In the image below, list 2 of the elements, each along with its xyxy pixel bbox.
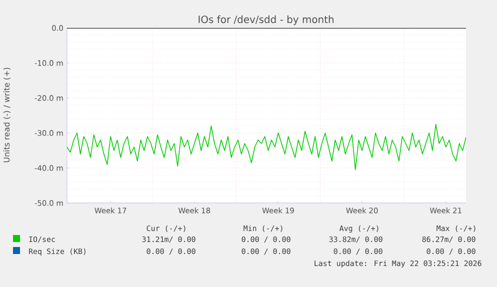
line-series <box>67 124 466 170</box>
chart-title: IOs for /dev/sdd - by month <box>198 15 334 26</box>
